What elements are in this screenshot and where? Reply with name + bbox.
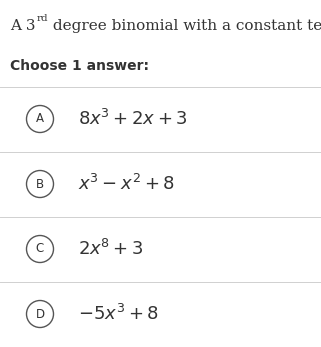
Text: $-5x^3 + 8$: $-5x^3 + 8$ [78,304,159,324]
Text: $x^3 - x^2 + 8$: $x^3 - x^2 + 8$ [78,174,175,194]
Text: degree binomial with a constant term of 8: degree binomial with a constant term of … [48,19,321,33]
Text: A: A [36,112,44,126]
Text: C: C [36,243,44,255]
Text: $2x^8 + 3$: $2x^8 + 3$ [78,239,143,259]
Text: rd: rd [37,14,48,23]
Text: A 3: A 3 [10,19,36,33]
Text: Choose 1 answer:: Choose 1 answer: [10,59,149,73]
Text: B: B [36,178,44,191]
Text: $8x^3 + 2x + 3$: $8x^3 + 2x + 3$ [78,109,188,129]
Text: D: D [35,307,45,321]
